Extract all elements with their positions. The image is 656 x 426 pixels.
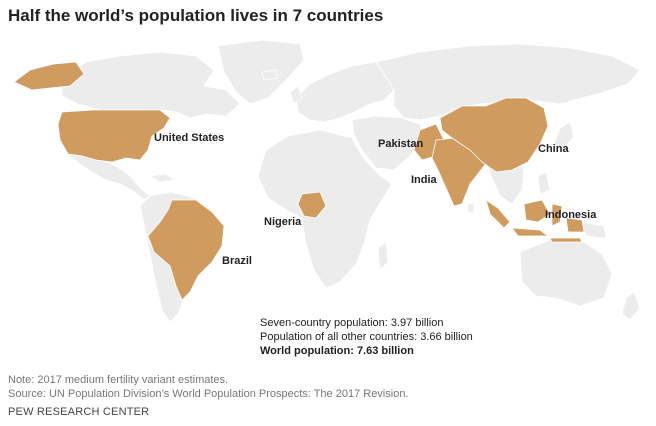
caribbean <box>148 173 176 183</box>
country-indonesia-sumatra <box>485 199 511 229</box>
australia <box>519 237 613 307</box>
country-indonesia-sulawesi <box>551 203 563 227</box>
country-united-states <box>57 109 171 163</box>
label-indonesia: Indonesia <box>545 209 597 221</box>
country-labels: United States Brazil Nigeria Pakistan In… <box>154 132 597 267</box>
seven-country-population: Seven-country population: 3.97 billion <box>260 317 444 329</box>
mexico-central-america <box>66 153 151 201</box>
new-zealand <box>621 291 641 321</box>
label-brazil: Brazil <box>222 255 252 267</box>
label-china: China <box>538 143 569 155</box>
label-united-states: United States <box>154 132 224 144</box>
philippines <box>537 171 551 195</box>
europe <box>295 61 395 123</box>
label-nigeria: Nigeria <box>264 216 302 228</box>
canada <box>61 51 241 119</box>
brand-name: PEW RESEARCH CENTER <box>8 406 150 418</box>
page-title: Half the world’s population lives in 7 c… <box>8 6 384 25</box>
country-indonesia-borneo <box>523 199 551 223</box>
country-indonesia-papua <box>565 217 585 233</box>
country-brazil <box>147 199 225 301</box>
highlighted-countries <box>13 61 585 301</box>
sri-lanka <box>467 203 475 213</box>
country-china <box>439 97 549 173</box>
iceland <box>261 69 279 81</box>
footnotes: Note: 2017 medium fertility variant esti… <box>8 373 409 401</box>
world-map: United States Brazil Nigeria Pakistan In… <box>13 39 641 323</box>
label-india: India <box>411 174 438 186</box>
world-population: World population: 7.63 billion <box>260 345 414 357</box>
country-indonesia-islands <box>549 237 583 243</box>
other-countries-population: Population of all other countries: 3.66 … <box>260 331 473 343</box>
country-alaska <box>13 61 85 91</box>
note-text: Note: 2017 medium fertility variant esti… <box>8 374 229 386</box>
russia-central-asia <box>375 43 641 121</box>
label-pakistan: Pakistan <box>378 138 424 150</box>
country-indonesia-java <box>511 227 550 237</box>
country-nigeria <box>297 191 327 219</box>
middle-east <box>351 115 425 171</box>
madagascar <box>377 241 389 271</box>
british-isles <box>289 85 303 105</box>
source-text: Source: UN Population Division’s World P… <box>8 388 409 400</box>
greenland <box>217 39 305 105</box>
africa-other <box>257 129 393 289</box>
land-masses <box>61 39 641 323</box>
japan <box>553 121 575 151</box>
population-summary: Seven-country population: 3.97 billion P… <box>260 316 473 358</box>
